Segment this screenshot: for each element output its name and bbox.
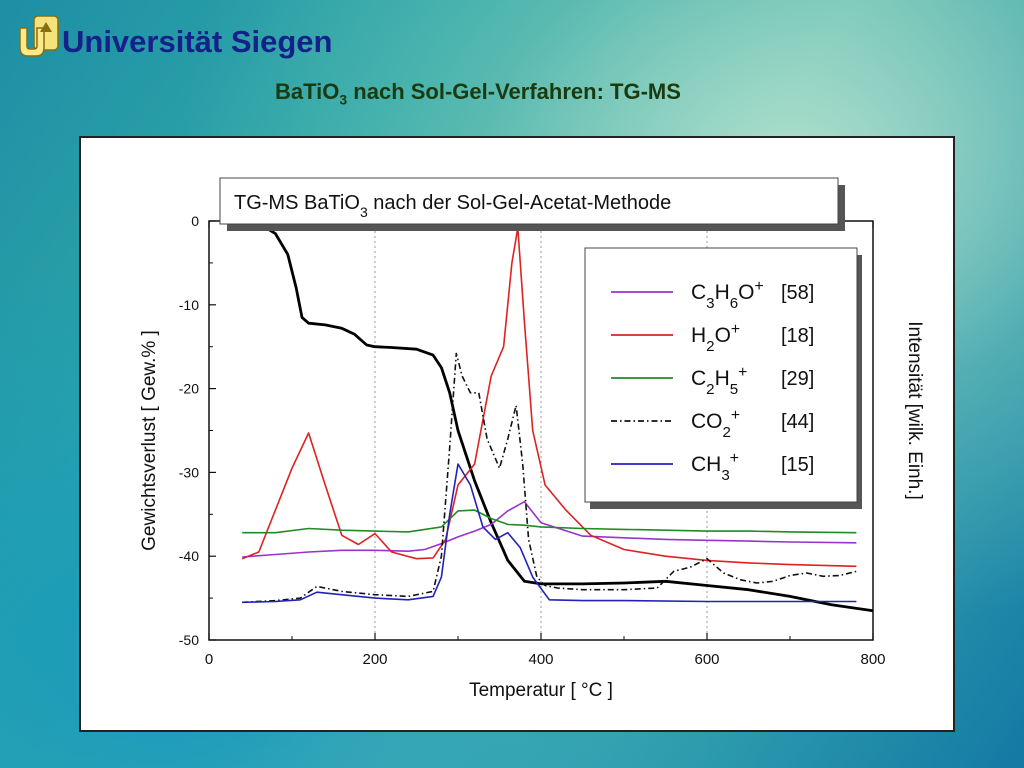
series-line-co2 (242, 352, 857, 604)
slide-subtitle: BaTiO3 nach Sol-Gel-Verfahren: TG-MS (275, 79, 681, 107)
chart-title-part: 3 (360, 204, 368, 220)
chart-title-part: TG-MS BaTiO (234, 192, 360, 214)
chart-title-box (219, 177, 839, 225)
legend-label: C2H5+ (691, 364, 747, 398)
legend-label-part: + (731, 407, 740, 424)
chart-panel: 0 200 400 600 800 0 -10 -20 -30 -40 -50 Temperatur … (79, 136, 955, 732)
y2-axis-title: Intensität [wilk. Einh.] (904, 321, 925, 499)
legend-label-part: 3 (706, 295, 714, 312)
legend-label: CH3+ (691, 450, 739, 484)
y-tick-label: -40 (179, 548, 199, 564)
legend-label-part: + (731, 321, 740, 338)
subtitle-text: BaTiO (275, 79, 340, 104)
legend-label-part: H (715, 281, 730, 304)
university-name: Universität Siegen (62, 24, 333, 59)
x-axis-title: Temperatur [ °C ] (469, 680, 613, 701)
chart-title-part: nach der Sol-Gel-Acetat-Methode (368, 192, 672, 214)
series-line-c3h6o (242, 500, 857, 558)
chart-title: TG-MS BaTiO3 nach der Sol-Gel-Acetat-Met… (234, 192, 671, 220)
legend-label-part: 6 (730, 295, 738, 312)
legend-label-part: 2 (706, 381, 714, 398)
x-tick-label: 200 (362, 651, 387, 668)
legend-label-part: 3 (721, 467, 729, 484)
x-tick-label: 400 (528, 651, 553, 668)
subtitle-rest: nach Sol-Gel-Verfahren: TG-MS (347, 79, 681, 104)
legend-label-part: 2 (723, 424, 731, 441)
x-tick-label: 0 (205, 651, 213, 668)
legend-mz: [44] (781, 411, 814, 433)
x-tick-label: 600 (694, 651, 719, 668)
legend-mz: [58] (781, 282, 814, 304)
legend-label-part: O (715, 324, 731, 347)
legend-label-part: 5 (730, 381, 738, 398)
legend-label-part: H (691, 324, 706, 347)
tg-ms-chart: 0 200 400 600 800 0 -10 -20 -30 -40 -50 Temperatur … (139, 177, 925, 701)
subtitle-subscript: 3 (339, 91, 348, 108)
universitaet-siegen-logo-icon (19, 15, 59, 57)
legend-label-part: C (691, 281, 706, 304)
y-tick-label: -10 (179, 297, 199, 313)
legend-mz: [15] (781, 454, 814, 476)
legend-label-part: C (691, 367, 706, 390)
legend-label-part: H (715, 367, 730, 390)
x-tick-label: 800 (860, 651, 885, 668)
legend-label-part: CH (691, 453, 721, 476)
y-tick-label: -30 (179, 464, 199, 480)
legend-label: H2O+ (691, 321, 740, 355)
series-line-ch3 (242, 463, 857, 604)
legend-label-part: + (738, 364, 747, 381)
legend-mz: [18] (781, 325, 814, 347)
legend-label: C3H6O+ (691, 278, 764, 312)
series-line-tg (237, 219, 874, 613)
legend-label: CO2+ (691, 407, 740, 441)
y-axis-title: Gewichtsverlust [ Gew.% ] (139, 330, 160, 551)
legend-label-part: + (755, 278, 764, 295)
series-line-c2h5 (242, 509, 857, 534)
y-tick-label: -50 (179, 632, 199, 648)
y-tick-label: 0 (191, 213, 199, 229)
legend-label-part: O (738, 281, 754, 304)
legend-mz: [29] (781, 368, 814, 390)
legend-label-part: CO (691, 410, 723, 433)
legend-label-part: + (730, 450, 739, 467)
legend-label-part: 2 (706, 338, 714, 355)
legend-box (584, 247, 858, 503)
y-tick-label: -20 (179, 381, 199, 397)
